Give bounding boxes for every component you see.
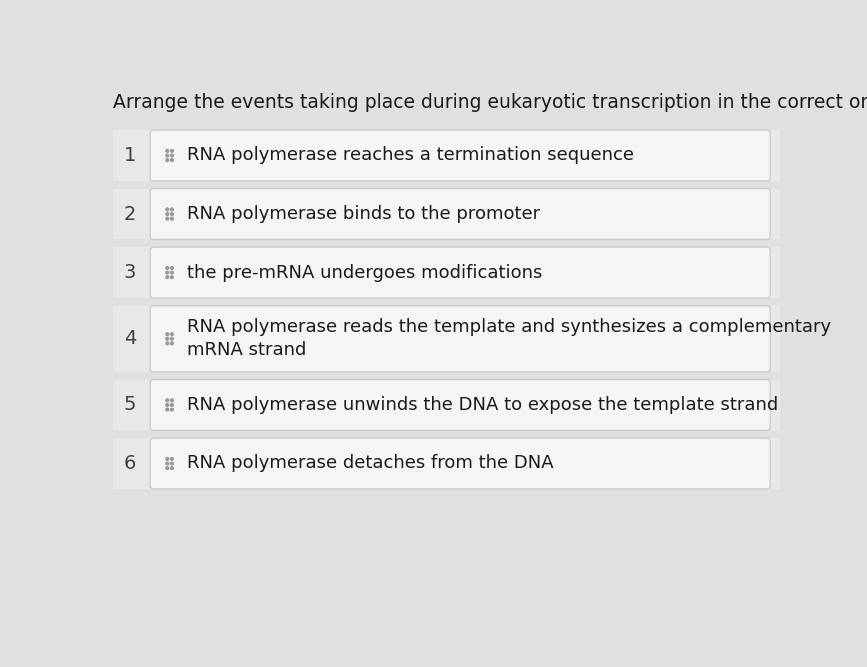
Circle shape — [171, 149, 173, 152]
FancyBboxPatch shape — [113, 305, 779, 372]
Circle shape — [166, 333, 169, 336]
Circle shape — [166, 342, 169, 345]
Circle shape — [166, 217, 169, 220]
FancyBboxPatch shape — [150, 305, 770, 372]
Circle shape — [171, 342, 173, 345]
Text: RNA polymerase reads the template and synthesizes a complementary
mRNA strand: RNA polymerase reads the template and sy… — [187, 318, 831, 360]
Text: RNA polymerase unwinds the DNA to expose the template strand: RNA polymerase unwinds the DNA to expose… — [187, 396, 779, 414]
Circle shape — [171, 275, 173, 279]
Circle shape — [171, 404, 173, 406]
FancyBboxPatch shape — [150, 438, 770, 489]
Text: Arrange the events taking place during eukaryotic transcription in the correct o: Arrange the events taking place during e… — [113, 93, 867, 112]
Circle shape — [166, 404, 169, 406]
Circle shape — [171, 271, 173, 274]
FancyBboxPatch shape — [113, 247, 779, 298]
Circle shape — [166, 338, 169, 340]
Circle shape — [171, 333, 173, 336]
Text: RNA polymerase reaches a termination sequence: RNA polymerase reaches a termination seq… — [187, 147, 635, 165]
Text: 1: 1 — [124, 146, 136, 165]
FancyBboxPatch shape — [113, 189, 779, 239]
FancyBboxPatch shape — [150, 189, 770, 239]
Circle shape — [171, 467, 173, 470]
Circle shape — [171, 208, 173, 211]
FancyBboxPatch shape — [113, 130, 779, 181]
Circle shape — [166, 213, 169, 215]
Circle shape — [171, 217, 173, 220]
Circle shape — [166, 408, 169, 411]
Text: 4: 4 — [124, 329, 136, 348]
Circle shape — [166, 159, 169, 161]
Circle shape — [166, 458, 169, 460]
Text: the pre-mRNA undergoes modifications: the pre-mRNA undergoes modifications — [187, 263, 543, 281]
Circle shape — [166, 208, 169, 211]
Circle shape — [166, 275, 169, 279]
Circle shape — [166, 467, 169, 470]
Circle shape — [171, 458, 173, 460]
Circle shape — [166, 271, 169, 274]
Circle shape — [171, 159, 173, 161]
Circle shape — [171, 399, 173, 402]
Text: 6: 6 — [124, 454, 136, 473]
Circle shape — [171, 154, 173, 157]
Circle shape — [171, 462, 173, 465]
Text: RNA polymerase binds to the promoter: RNA polymerase binds to the promoter — [187, 205, 540, 223]
Circle shape — [171, 338, 173, 340]
Text: 3: 3 — [124, 263, 136, 282]
Text: 2: 2 — [124, 205, 136, 223]
Circle shape — [166, 399, 169, 402]
FancyBboxPatch shape — [150, 130, 770, 181]
Text: RNA polymerase detaches from the DNA: RNA polymerase detaches from the DNA — [187, 454, 554, 472]
Circle shape — [166, 149, 169, 152]
Circle shape — [171, 213, 173, 215]
Circle shape — [166, 267, 169, 269]
FancyBboxPatch shape — [150, 380, 770, 430]
Circle shape — [166, 462, 169, 465]
FancyBboxPatch shape — [150, 247, 770, 298]
Circle shape — [166, 154, 169, 157]
Circle shape — [171, 267, 173, 269]
Circle shape — [171, 408, 173, 411]
FancyBboxPatch shape — [113, 380, 779, 430]
Text: 5: 5 — [124, 396, 136, 414]
FancyBboxPatch shape — [113, 438, 779, 489]
